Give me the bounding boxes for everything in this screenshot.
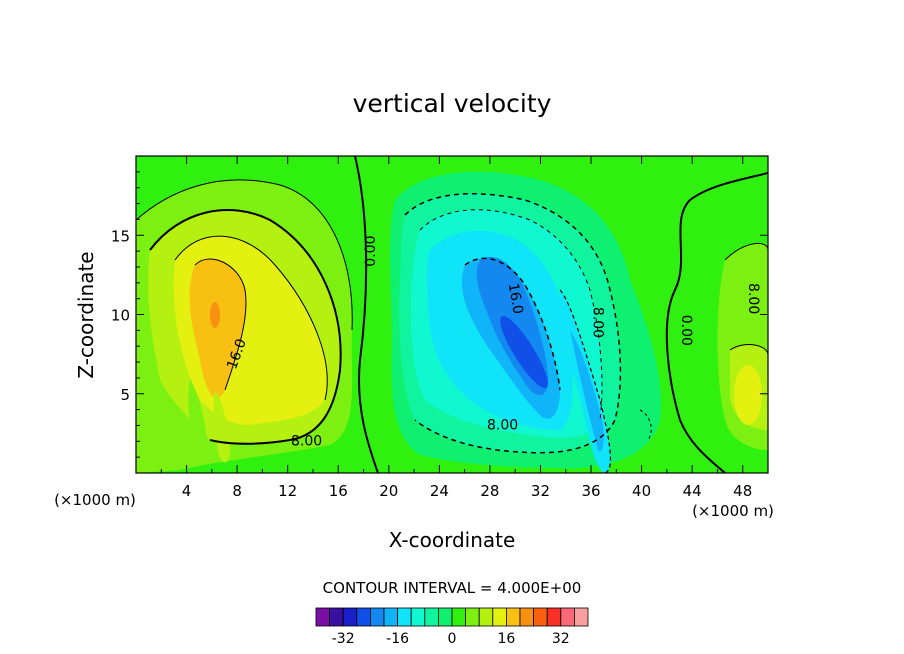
colorbar-tick-label: 0 (448, 631, 457, 647)
colorbar-tick-label: 32 (552, 631, 570, 647)
colorbar-swatch (519, 607, 535, 627)
x-unit-left: (×1000 m) (54, 491, 136, 509)
colorbar-swatch (574, 607, 589, 627)
colorbar-swatch (356, 607, 371, 627)
x-tick-label: 24 (430, 482, 449, 500)
x-tick-label: 28 (480, 482, 499, 500)
colorbar-swatch (342, 607, 358, 627)
contour-label: 0.00 (363, 236, 379, 267)
contour-field (136, 156, 768, 473)
colorbar-swatch (315, 607, 331, 627)
x-tick-label: 44 (683, 482, 702, 500)
contour-interval-text: CONTOUR INTERVAL = 4.000E+00 (323, 579, 582, 597)
colorbar-swatch (478, 607, 494, 627)
y-tick-label: 15 (111, 227, 130, 245)
contour-lines (136, 156, 768, 473)
x-tick-label: 32 (531, 482, 550, 500)
chart-title: vertical velocity (353, 89, 552, 118)
x-tick-label: 4 (182, 482, 192, 500)
y-tick-label: 10 (111, 307, 130, 325)
colorbar-swatch (465, 607, 480, 627)
x-tick-label: 48 (733, 482, 752, 500)
colorbar-swatch (533, 607, 548, 627)
colorbar-tick-label: -16 (386, 631, 409, 647)
contour-label: 8.00 (291, 433, 322, 449)
colorbar-swatch (383, 607, 399, 627)
colorbar-swatch (424, 607, 439, 627)
y-tick-label: 5 (120, 386, 130, 404)
x-axis-title: X-coordinate (389, 528, 516, 552)
colorbar-swatch (560, 607, 575, 627)
x-axis: 4 8 12 16 20 24 28 32 36 40 44 48 (160, 156, 752, 500)
x-tick-label: 20 (379, 482, 398, 500)
x-tick-label: 8 (232, 482, 242, 500)
x-tick-label: 36 (581, 482, 600, 500)
colorbar-swatch (437, 607, 453, 627)
colorbar-swatch (329, 607, 344, 627)
contour-label: 16.0 (505, 282, 526, 315)
colorbar: -32 -16 0 16 32 (315, 607, 589, 647)
colorbar-swatch (410, 607, 426, 627)
x-unit-right: (×1000 m) (692, 502, 774, 520)
x-tick-label: 16 (329, 482, 348, 500)
colorbar-swatch (369, 607, 385, 627)
colorbar-swatch (451, 607, 467, 627)
y-axis-title: Z-coordinate (74, 251, 98, 378)
contour-label: 0.00 (678, 315, 694, 346)
x-tick-label: 12 (278, 482, 297, 500)
contour-label: 8.00 (589, 307, 605, 338)
contour-label: 8.00 (745, 283, 761, 314)
contour-label: 8.00 (487, 417, 518, 433)
colorbar-swatch (397, 607, 412, 627)
x-tick-label: 40 (632, 482, 651, 500)
colorbar-swatch (505, 607, 521, 627)
colorbar-swatch (546, 607, 562, 627)
colorbar-tick-label: 16 (497, 631, 515, 647)
y-axis: 5 10 15 (111, 171, 768, 458)
colorbar-swatch (492, 607, 507, 627)
colorbar-tick-label: -32 (332, 631, 355, 647)
